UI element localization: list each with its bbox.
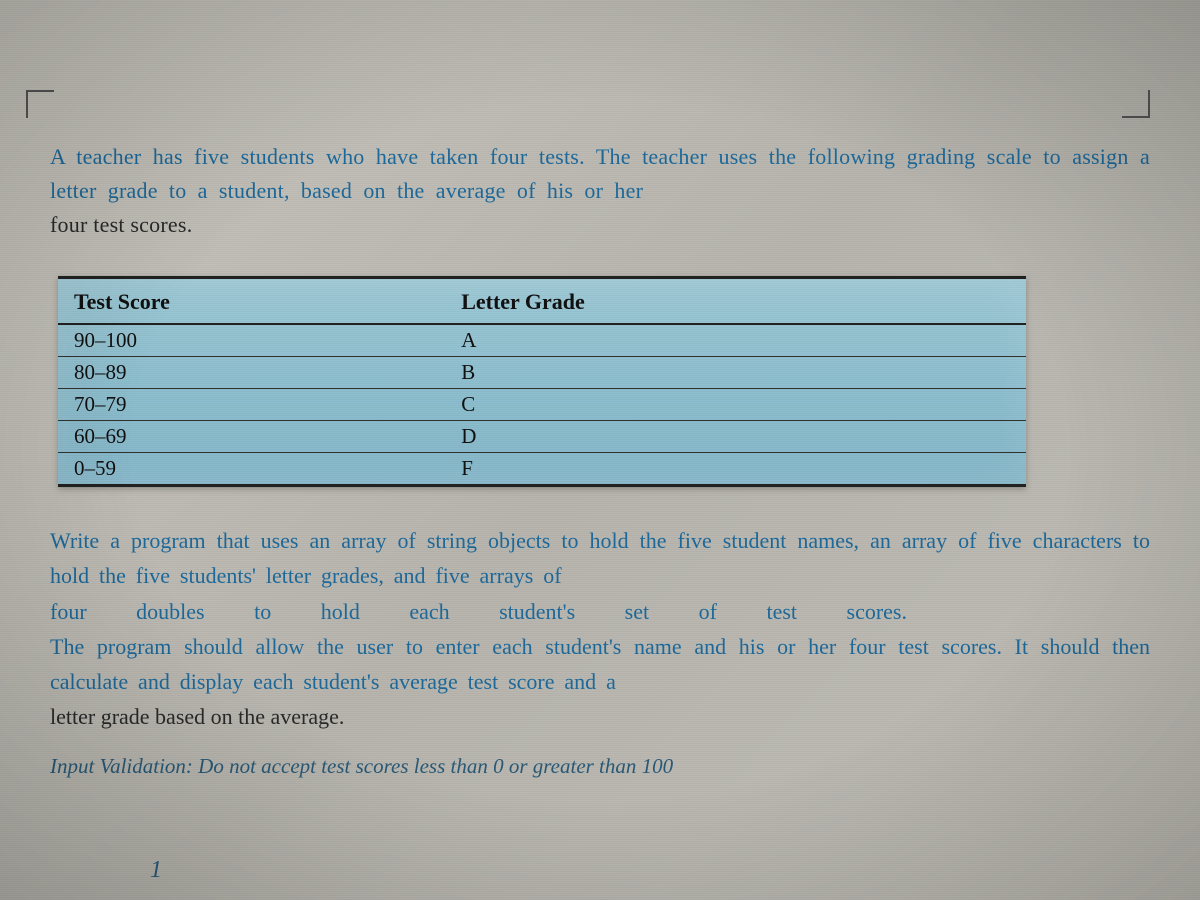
crop-mark-top-right: [1122, 90, 1150, 118]
table-row: 0–59 F: [58, 453, 1026, 485]
cell-grade: F: [445, 453, 1026, 485]
table-row: 60–69 D: [58, 421, 1026, 453]
crop-mark-top-left: [26, 90, 54, 118]
validation-label: Input Validation:: [50, 754, 193, 778]
cell-score: 0–59: [58, 453, 445, 485]
table-row: 70–79 C: [58, 389, 1026, 421]
grade-table: Test Score Letter Grade 90–100 A 80–89 B…: [58, 279, 1026, 484]
cell-grade: A: [445, 324, 1026, 357]
cell-grade: D: [445, 421, 1026, 453]
grade-table-container: Test Score Letter Grade 90–100 A 80–89 B…: [58, 276, 1026, 487]
cell-grade: C: [445, 389, 1026, 421]
body-line3: four doubles to hold each student's set …: [50, 594, 1150, 629]
intro-text: A teacher has five students who have tak…: [50, 144, 1150, 203]
body-line4: The program should allow the user to ent…: [50, 634, 886, 659]
validation-text: Do not accept test scores less than 0 or…: [198, 754, 673, 778]
table-row: 80–89 B: [58, 357, 1026, 389]
intro-paragraph: A teacher has five students who have tak…: [50, 140, 1150, 242]
body-paragraph: Write a program that uses an array of st…: [50, 523, 1150, 734]
cell-score: 60–69: [58, 421, 445, 453]
page-number: 1: [150, 857, 162, 884]
body-line1: Write a program that uses an array of st…: [50, 528, 859, 553]
intro-tail: four test scores.: [50, 212, 192, 237]
input-validation-note: Input Validation: Do not accept test sco…: [50, 754, 1150, 779]
table-header-row: Test Score Letter Grade: [58, 279, 1026, 324]
cell-score: 90–100: [58, 324, 445, 357]
body-tail: letter grade based on the average.: [50, 704, 344, 729]
table-row: 90–100 A: [58, 324, 1026, 357]
cell-grade: B: [445, 357, 1026, 389]
col-header-grade: Letter Grade: [445, 279, 1026, 324]
cell-score: 80–89: [58, 357, 445, 389]
col-header-score: Test Score: [58, 279, 445, 324]
cell-score: 70–79: [58, 389, 445, 421]
document-page: A teacher has five students who have tak…: [18, 20, 1182, 849]
